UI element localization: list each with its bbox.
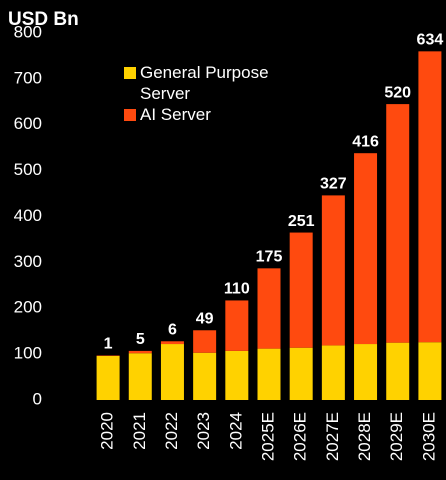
bar-segment bbox=[418, 51, 442, 343]
y-tick-label: 200 bbox=[14, 298, 42, 317]
legend-swatch bbox=[124, 67, 136, 79]
bar-segment bbox=[193, 352, 217, 400]
legend: General Purpose Server AI Server bbox=[124, 62, 274, 125]
x-tick-label: 2026E bbox=[291, 412, 310, 461]
bar-segment bbox=[128, 353, 152, 400]
y-tick-label: 400 bbox=[14, 206, 42, 225]
bar-segment bbox=[321, 345, 345, 400]
data-label: 110 bbox=[224, 281, 250, 298]
bar-segment bbox=[321, 195, 345, 346]
data-label: 5 bbox=[136, 331, 145, 348]
bar-segment bbox=[289, 347, 313, 400]
bar-segment bbox=[225, 350, 249, 400]
y-tick-label: 0 bbox=[33, 389, 42, 408]
y-tick-label: 500 bbox=[14, 160, 42, 179]
bar-segment bbox=[354, 344, 378, 400]
bar-segment bbox=[160, 341, 184, 345]
data-label: 520 bbox=[384, 84, 411, 101]
x-tick-label: 2021 bbox=[130, 412, 149, 450]
x-tick-label: 2025E bbox=[258, 412, 277, 461]
data-label: 416 bbox=[352, 133, 379, 150]
legend-swatch bbox=[124, 109, 136, 121]
y-tick-label: 300 bbox=[14, 252, 42, 271]
data-label: 1 bbox=[104, 336, 113, 353]
x-tick-label: 2023 bbox=[194, 412, 213, 450]
x-tick-label: 2028E bbox=[355, 412, 374, 461]
bar-segment bbox=[96, 355, 120, 400]
x-tick-label: 2029E bbox=[387, 412, 406, 461]
legend-label: AI Server bbox=[140, 105, 211, 124]
legend-item: AI Server bbox=[124, 104, 274, 125]
bar-segment bbox=[418, 342, 442, 400]
x-tick-label: 2020 bbox=[98, 412, 117, 450]
bar-segment bbox=[289, 232, 313, 348]
bar-segment bbox=[257, 268, 281, 349]
legend-item: General Purpose Server bbox=[124, 62, 274, 104]
data-label: 49 bbox=[196, 310, 214, 327]
bar-segment bbox=[386, 342, 410, 400]
data-label: 6 bbox=[168, 321, 177, 338]
bar-segment bbox=[354, 153, 378, 345]
y-tick-label: 700 bbox=[14, 68, 42, 87]
x-tick-label: 2022 bbox=[162, 412, 181, 450]
data-label: 251 bbox=[288, 213, 315, 230]
bar-segment bbox=[193, 330, 217, 353]
data-label: 175 bbox=[256, 249, 283, 266]
legend-label: General Purpose Server bbox=[140, 63, 269, 103]
bar-segment bbox=[160, 344, 184, 400]
x-tick-label: 2027E bbox=[323, 412, 342, 461]
bar-segment bbox=[225, 300, 249, 351]
y-tick-label: 800 bbox=[14, 22, 42, 41]
x-tick-label: 2030E bbox=[419, 412, 438, 461]
data-label: 327 bbox=[320, 176, 347, 193]
y-tick-label: 100 bbox=[14, 344, 42, 363]
bar-segment bbox=[386, 104, 410, 343]
y-tick-label: 600 bbox=[14, 114, 42, 133]
bar-segment bbox=[128, 350, 152, 354]
bar-segment bbox=[257, 348, 281, 400]
data-label: 634 bbox=[417, 32, 444, 49]
x-tick-label: 2024 bbox=[226, 412, 245, 450]
chart-title: USD Bn bbox=[8, 9, 79, 30]
